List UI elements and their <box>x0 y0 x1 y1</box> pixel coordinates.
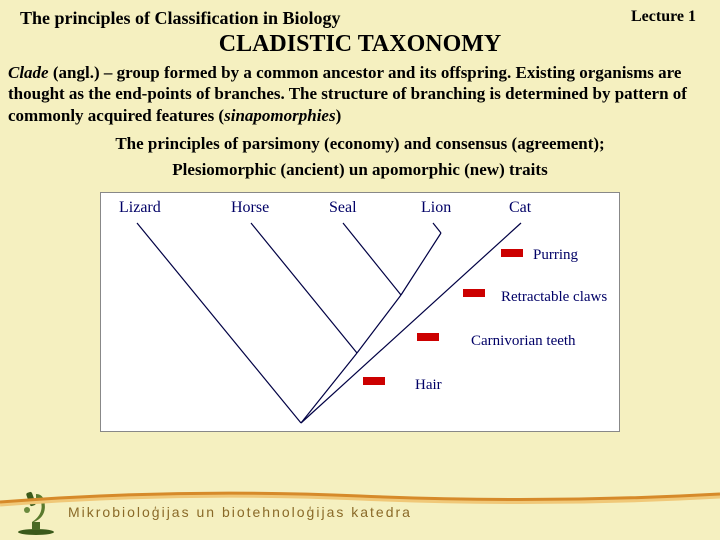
page-title: CLADISTIC TAXONOMY <box>0 31 720 58</box>
cladogram-lines <box>101 193 621 433</box>
taxon-label: Horse <box>231 199 269 217</box>
trait-label: Retractable claws <box>501 289 607 306</box>
taxon-label: Seal <box>329 199 357 217</box>
definition-paragraph: Clade (angl.) – group formed by a common… <box>0 58 720 126</box>
trait-label: Hair <box>415 377 442 394</box>
principles-line: The principles of parsimony (economy) an… <box>0 126 720 156</box>
definition-close: ) <box>336 106 342 125</box>
cladogram: Lizard Horse Seal Lion Cat Purring Retractable… <box>100 192 620 432</box>
taxon-label: Lion <box>421 199 451 217</box>
term-note: (angl.) – <box>49 63 117 82</box>
lecture-number: Lecture 1 <box>631 8 696 29</box>
footer-swoosh <box>0 490 720 508</box>
term-clade: Clade <box>8 63 49 82</box>
footer: Mikrobioloģijas un biotehnoloģijas kated… <box>0 484 720 540</box>
trait-label: Purring <box>533 247 578 264</box>
synapomorphy-tick <box>417 333 439 341</box>
header-row: The principles of Classification in Biol… <box>0 0 720 29</box>
synapomorphy-tick <box>501 249 523 257</box>
taxon-label: Cat <box>509 199 531 217</box>
synapomorphy-tick <box>463 289 485 297</box>
trait-label: Carnivorian teeth <box>471 333 576 350</box>
synapomorphy-tick <box>363 377 385 385</box>
traits-line: Plesiomorphic (ancient) un apomorphic (n… <box>0 156 720 188</box>
term-sinapomorphies: sinapomorphies <box>224 106 335 125</box>
header-subject: The principles of Classification in Biol… <box>20 8 341 29</box>
taxon-label: Lizard <box>119 199 161 217</box>
